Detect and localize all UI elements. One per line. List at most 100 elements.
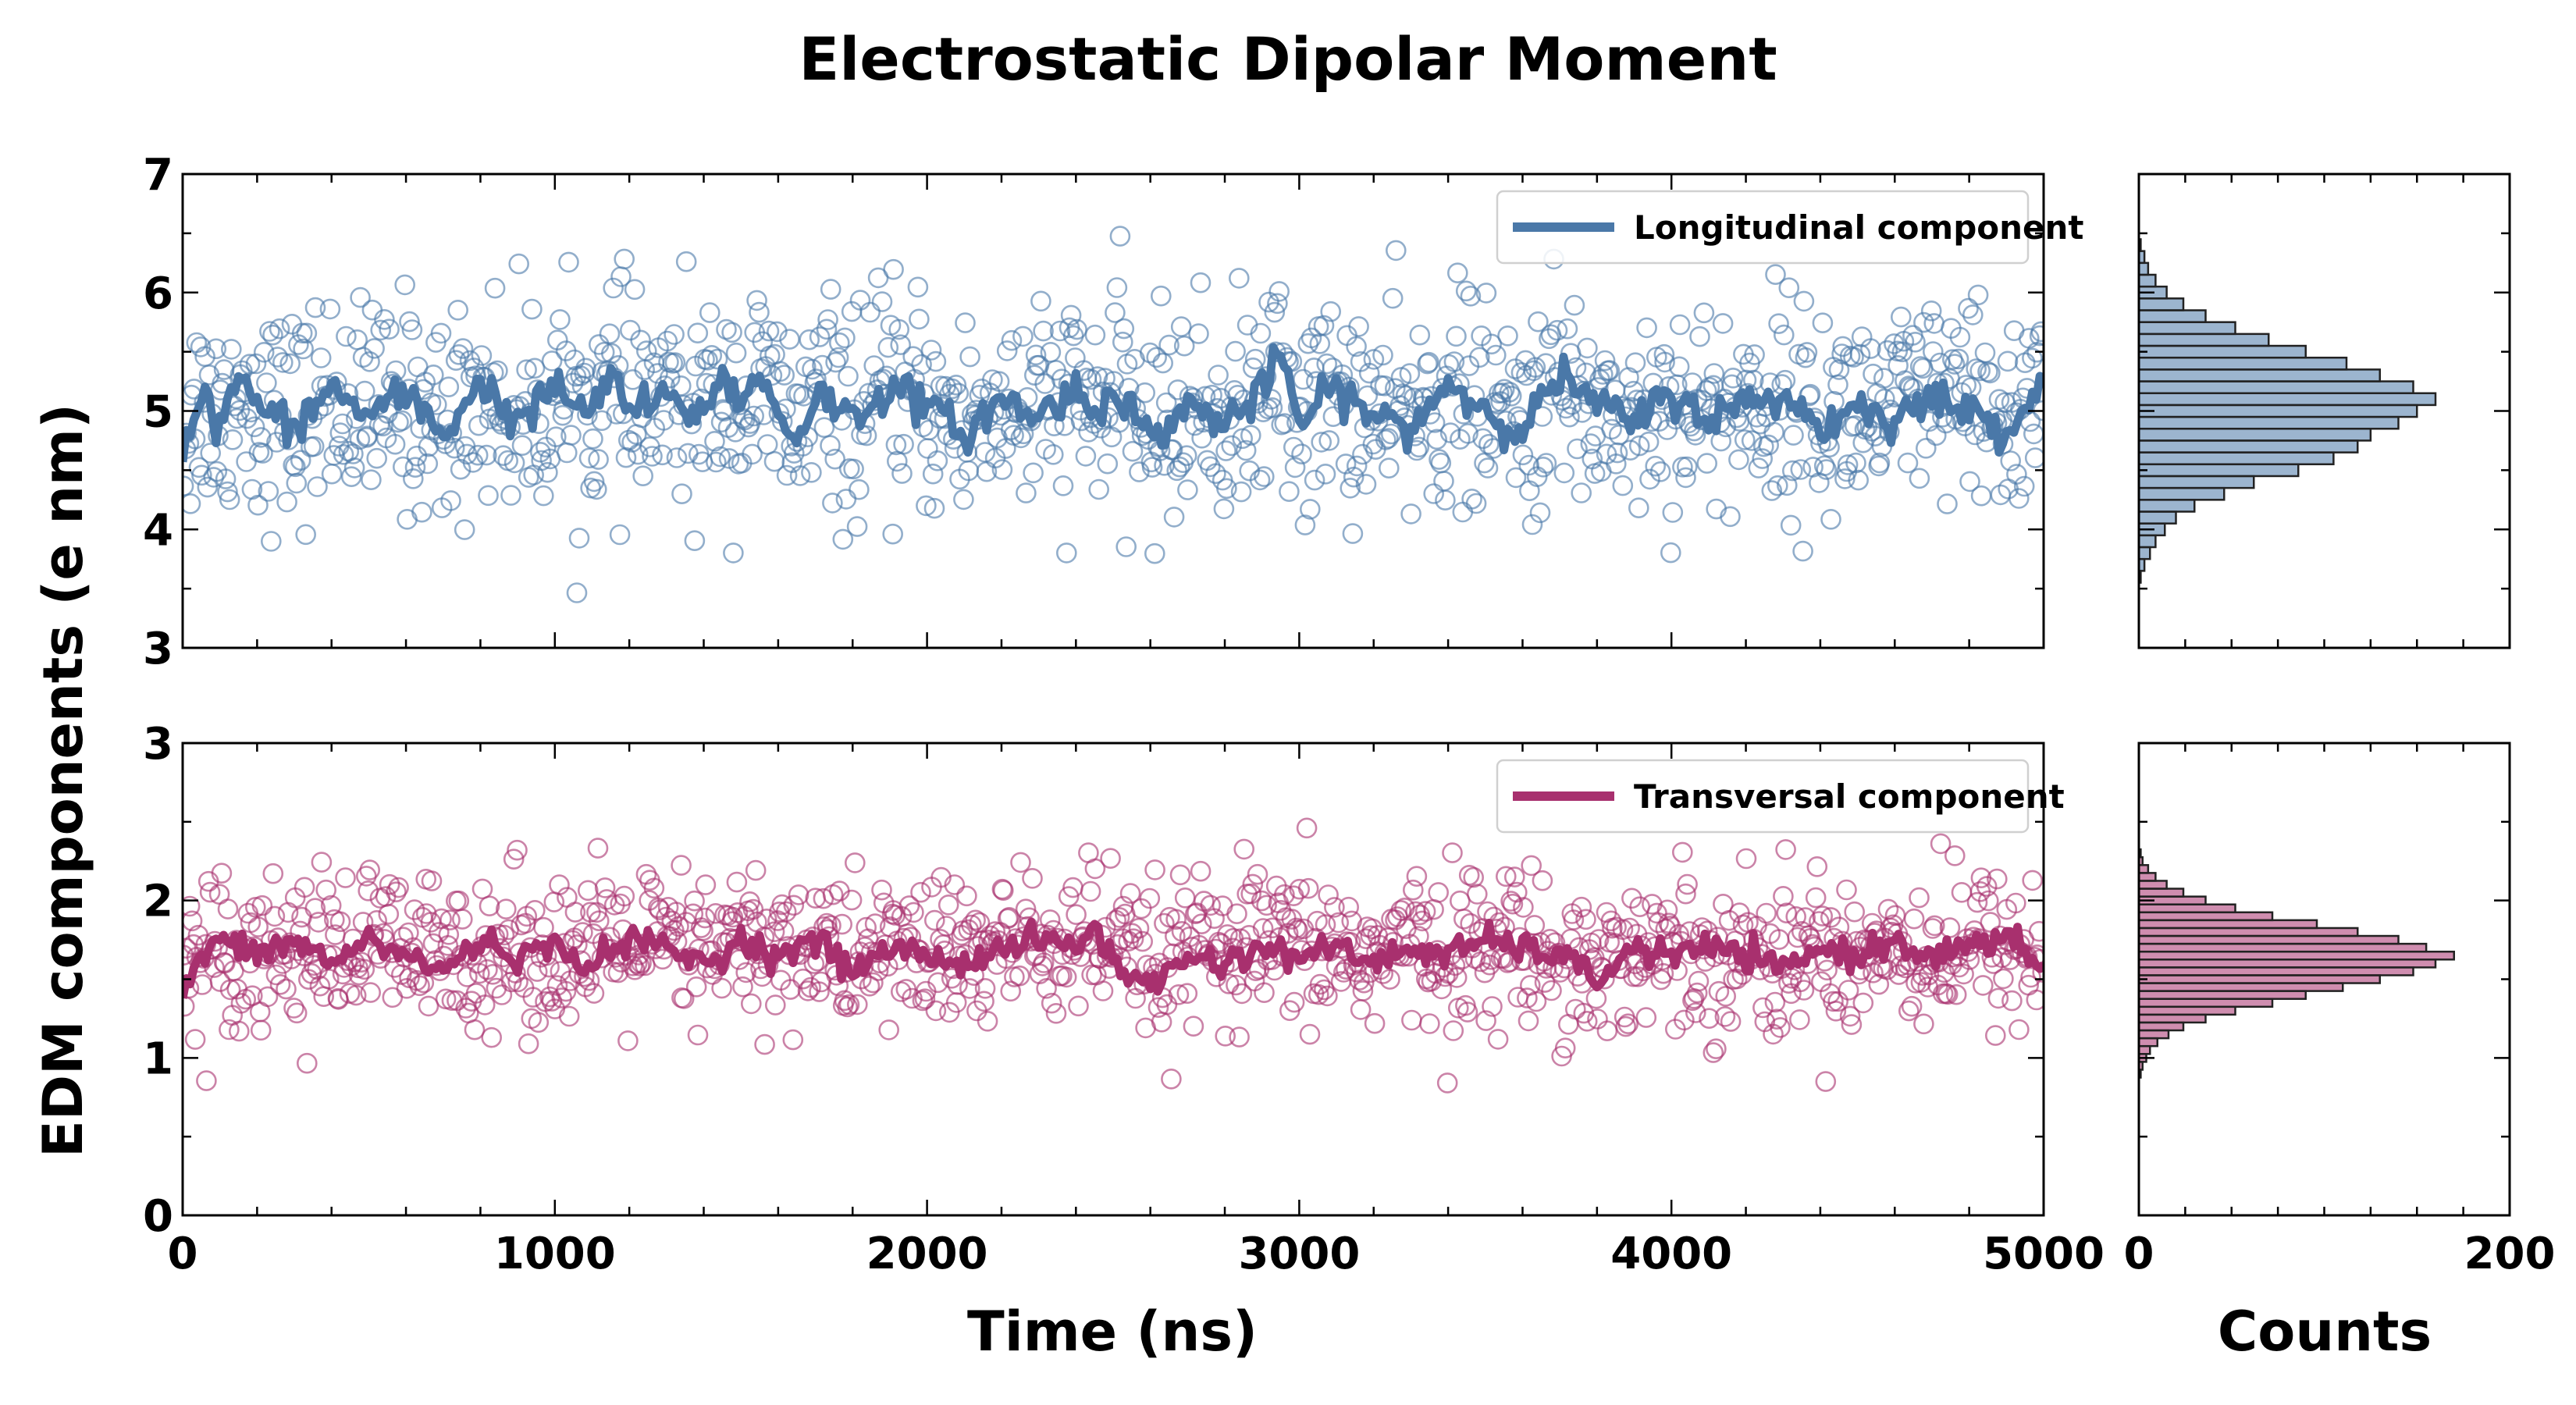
data-point — [1264, 301, 1286, 323]
data-point — [418, 995, 439, 1017]
data-point — [1891, 306, 1912, 328]
data-point — [1475, 283, 1497, 304]
data-point — [847, 994, 868, 1016]
data-point — [245, 353, 267, 375]
transversal-panel: 0 1 2 3 0 1000 2000 3000 4000 5000 Transversal com… — [143, 719, 2105, 1279]
data-point — [568, 528, 590, 549]
data-point — [443, 437, 465, 459]
data-point — [401, 319, 423, 340]
data-point — [624, 279, 646, 301]
data-point — [1251, 890, 1272, 912]
data-point — [388, 877, 409, 898]
data-point — [1372, 344, 1393, 366]
data-point — [1778, 277, 1800, 299]
data-point — [652, 444, 673, 466]
data-point — [1557, 318, 1578, 340]
data-point — [1635, 1007, 1657, 1028]
data-point — [1752, 997, 1774, 1019]
data-point — [723, 542, 744, 564]
data-point — [1084, 858, 1106, 880]
data-point — [1780, 514, 1802, 536]
data-point — [758, 320, 780, 342]
y-tick-label: 6 — [143, 269, 173, 319]
data-point — [813, 417, 835, 439]
data-point — [269, 974, 291, 995]
data-point — [1827, 374, 1848, 396]
data-point — [1060, 304, 1082, 326]
histogram-bar — [2137, 415, 2400, 430]
data-point — [1974, 342, 1996, 364]
histogram-bar — [2137, 1044, 2151, 1055]
data-point — [1869, 452, 1891, 474]
legend-box — [1496, 759, 2030, 834]
data-point — [927, 450, 948, 471]
data-point — [1452, 501, 1474, 523]
data-point — [1240, 883, 1261, 905]
data-point — [1806, 856, 1828, 877]
data-point — [382, 987, 404, 1008]
data-point — [1252, 918, 1274, 939]
data-point — [1375, 429, 1397, 450]
data-point — [1460, 285, 1482, 307]
data-point — [1825, 1001, 1847, 1022]
data-point — [262, 324, 283, 346]
histogram-bar — [2137, 546, 2151, 560]
data-point — [832, 528, 854, 550]
data-point — [294, 877, 315, 898]
data-point — [487, 360, 508, 382]
data-point — [1428, 882, 1449, 903]
data-point — [478, 485, 499, 507]
data-point — [1317, 985, 1338, 1007]
data-point — [1903, 908, 1925, 930]
data-point — [308, 912, 329, 933]
data-point — [1756, 902, 1777, 924]
data-point — [1049, 320, 1071, 342]
data-point — [264, 905, 286, 927]
data-point — [1529, 502, 1551, 524]
histogram-bar — [2137, 451, 2335, 466]
data-point — [1231, 983, 1253, 1005]
data-point — [1532, 870, 1553, 891]
data-point — [1591, 461, 1612, 482]
data-point — [1839, 1005, 1861, 1027]
data-point — [1161, 1069, 1182, 1090]
x-tick-label: 0 — [2124, 1229, 2154, 1279]
data-point — [219, 1019, 240, 1040]
data-point — [1284, 457, 1306, 478]
data-point — [1315, 463, 1336, 485]
data-point — [391, 410, 413, 432]
data-point — [1249, 469, 1271, 491]
data-point — [1443, 1020, 1464, 1041]
data-point — [1785, 906, 1806, 927]
data-point — [1134, 382, 1155, 404]
data-point — [1628, 497, 1649, 519]
data-point — [1712, 313, 1734, 334]
histogram-bar — [2137, 380, 2414, 394]
data-point — [1357, 385, 1379, 407]
data-point — [481, 1026, 503, 1048]
data-point — [484, 277, 506, 299]
data-point — [918, 419, 940, 441]
data-point — [914, 988, 936, 1009]
data-point — [1997, 350, 2019, 372]
data-point — [1022, 868, 1043, 889]
data-point — [583, 983, 605, 1004]
data-point — [1242, 873, 1264, 895]
data-point — [477, 959, 498, 980]
data-point — [1297, 333, 1319, 354]
data-point — [1470, 951, 1492, 973]
data-point — [938, 895, 959, 916]
data-point — [1100, 848, 1121, 869]
data-point — [2030, 321, 2044, 343]
data-point — [1909, 468, 1930, 489]
data-point — [1836, 879, 1857, 901]
data-point — [1815, 1071, 1837, 1092]
data-point — [437, 935, 459, 956]
data-point — [566, 582, 588, 603]
data-point — [1541, 980, 1562, 1001]
data-point — [1123, 928, 1144, 949]
data-point — [1765, 264, 1786, 286]
histogram-bar — [2137, 864, 2150, 874]
data-point — [671, 855, 692, 876]
histogram-bar — [2137, 392, 2437, 407]
